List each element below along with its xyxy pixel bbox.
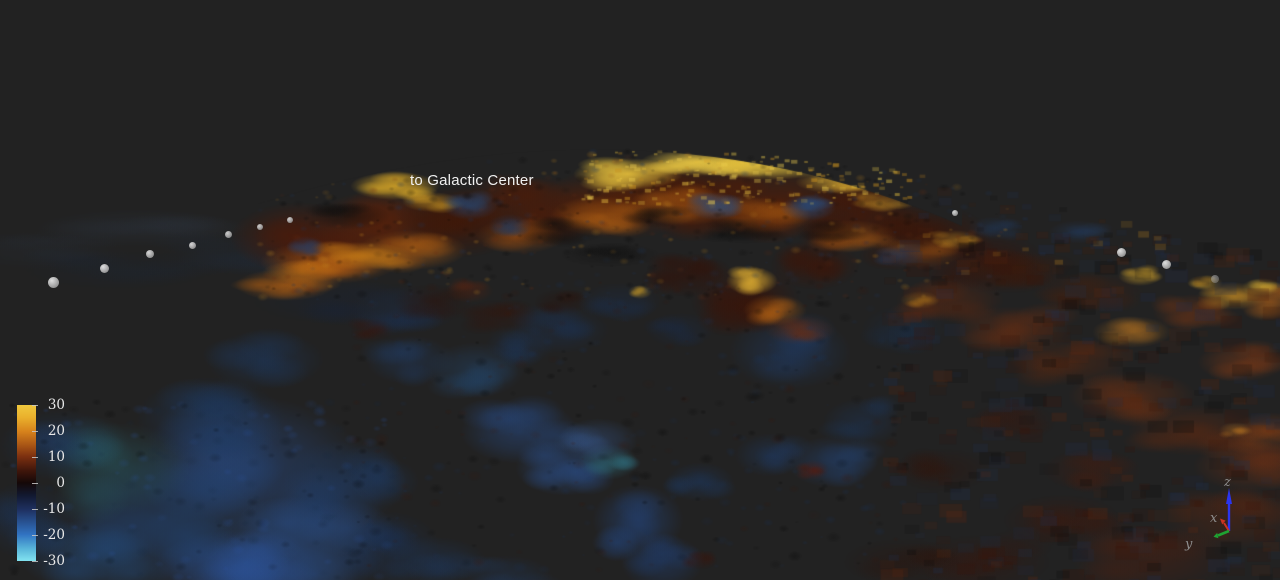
sphere-marker <box>188 241 196 249</box>
colorbar-tick-label: 0 <box>56 475 65 491</box>
sphere-marker <box>952 210 958 216</box>
colorbar-tick-mark <box>32 534 38 536</box>
z-axis-arrowhead <box>1226 488 1232 504</box>
sphere-marker <box>146 250 154 258</box>
sphere-marker <box>1211 275 1219 283</box>
colorbar-tick-mark <box>32 482 38 484</box>
galactic-center-annotation: to Galactic Center <box>410 172 534 189</box>
x-axis-arrow <box>1223 522 1230 532</box>
sphere-marker <box>47 276 59 288</box>
colorbar-tick-mark <box>32 404 38 406</box>
z-axis-label: z <box>1223 475 1231 490</box>
colorbar-tick-label: -30 <box>43 553 65 569</box>
x-axis-label: x <box>1210 511 1218 526</box>
sphere-marker <box>257 224 263 230</box>
y-axis-arrow <box>1217 529 1230 537</box>
colorbar-tick-mark <box>32 508 38 510</box>
colorbar-tick-label: 10 <box>47 449 65 465</box>
y-axis-arrowhead <box>1213 532 1219 539</box>
y-axis-label: y <box>1184 537 1193 552</box>
orientation-axes-widget: z x y <box>1184 475 1232 552</box>
x-axis-arrowhead <box>1220 518 1226 525</box>
sphere-marker <box>99 263 109 273</box>
sphere-marker <box>1116 247 1126 257</box>
colorbar-tick-label: 30 <box>47 397 65 413</box>
colorbar-tick-label: -10 <box>43 501 65 517</box>
sphere-marker <box>1161 259 1171 269</box>
colorbar-tick-mark <box>32 430 38 432</box>
colorbar-tick-label: 20 <box>47 423 65 439</box>
colorbar-tick-label: -20 <box>43 527 65 543</box>
sphere-marker <box>287 217 293 223</box>
sphere-marker <box>224 230 232 238</box>
colorbar-tick-mark <box>32 560 38 562</box>
colorbar-tick-mark <box>32 456 38 458</box>
colorbar-gradient <box>17 405 36 561</box>
